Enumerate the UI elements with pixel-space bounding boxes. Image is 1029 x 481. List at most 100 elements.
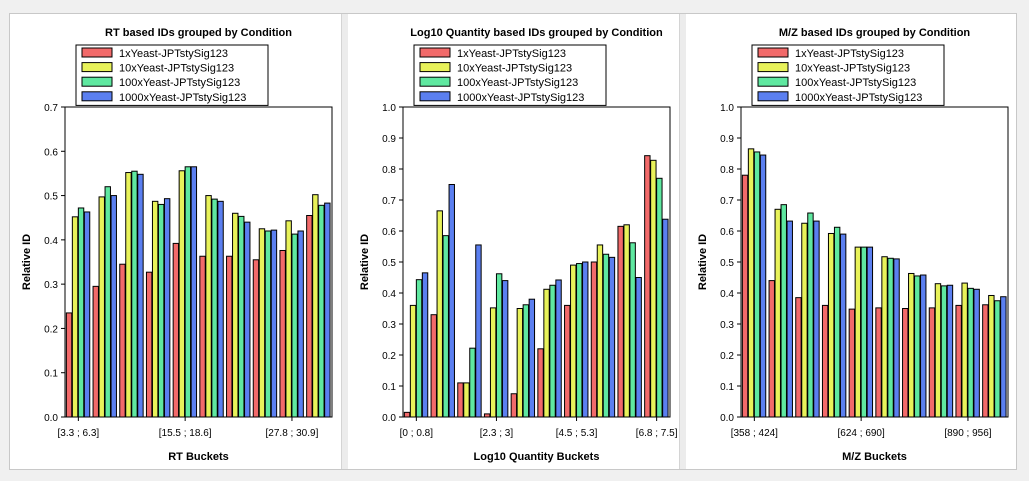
bar <box>104 186 111 418</box>
charts-container: RT based IDs grouped by Condition 0.0 0.1 0… <box>9 13 1017 470</box>
y-axis-label: Relative ID <box>359 234 371 290</box>
bar <box>537 348 544 418</box>
bar <box>644 155 651 418</box>
legend-entry-label: 1000xYeast-JPTstySig123 <box>119 92 246 104</box>
bar <box>934 283 942 418</box>
y-tick-label: 0.5 <box>720 258 734 269</box>
y-tick-label: 0.6 <box>382 227 396 238</box>
legend-entry-label: 1xYeast-JPTstySig123 <box>795 48 904 60</box>
bar <box>875 307 882 418</box>
legend-entry-label: 1000xYeast-JPTstySig123 <box>457 92 584 104</box>
bar <box>774 208 781 418</box>
legend-swatch <box>757 76 789 87</box>
plot-area-border <box>64 106 333 418</box>
bar <box>629 242 636 418</box>
bar <box>172 242 180 418</box>
bar <box>848 308 856 418</box>
bar <box>549 284 556 418</box>
bar <box>199 255 206 418</box>
y-tick-label: 0.6 <box>720 227 734 238</box>
bar <box>285 220 292 418</box>
bar <box>279 249 286 418</box>
bar <box>297 230 304 418</box>
bar <box>988 294 995 418</box>
bar <box>780 204 787 418</box>
mz-chart-svg: M/Z based IDs grouped by Condition 0.0 0.1… <box>697 27 1009 463</box>
bar <box>893 258 900 418</box>
bar <box>442 235 449 418</box>
x-tick-label: [2.3 ; 3] <box>480 428 514 439</box>
x-tick-label: [624 ; 690] <box>838 428 885 439</box>
bar <box>145 271 153 418</box>
x-axis-label: M/Z Buckets <box>842 451 907 463</box>
bar <box>839 233 847 418</box>
legend-swatch <box>419 91 451 102</box>
legend-swatch <box>81 47 113 58</box>
legend-entry-label: 1xYeast-JPTstySig123 <box>119 48 228 60</box>
x-tick-label: [0 ; 0.8] <box>400 428 434 439</box>
bar <box>409 304 417 418</box>
bar <box>403 411 411 418</box>
bar <box>994 300 1001 418</box>
bar <box>768 280 775 418</box>
bar <box>252 259 260 418</box>
chart-title: M/Z based IDs grouped by Condition <box>779 27 971 39</box>
bar <box>318 204 325 418</box>
x-axis-label: RT Buckets <box>168 451 229 463</box>
bar <box>881 256 888 418</box>
bar <box>205 195 212 418</box>
bar <box>807 212 814 418</box>
y-tick-label: 0.7 <box>44 103 58 114</box>
bar <box>522 304 530 418</box>
x-tick-label: [15.5 ; 18.6] <box>159 428 212 439</box>
y-tick-label: 0.1 <box>720 382 734 393</box>
x-tick-label: [27.8 ; 30.9] <box>266 428 319 439</box>
bar <box>501 280 509 418</box>
legend-entry-label: 1xYeast-JPTstySig123 <box>457 48 566 60</box>
bar <box>564 304 571 418</box>
bar <box>415 279 423 418</box>
y-tick-label: 0.8 <box>382 165 396 176</box>
legend-entry-label: 100xYeast-JPTstySig123 <box>457 77 578 89</box>
bar <box>232 212 239 418</box>
y-tick-label: 0.0 <box>44 413 58 424</box>
y-tick-label: 0.7 <box>382 196 396 207</box>
bar <box>602 253 610 418</box>
bar <box>448 184 455 418</box>
y-tick-label: 0.0 <box>382 413 396 424</box>
bar <box>92 285 99 418</box>
bar <box>914 275 921 418</box>
y-tick-label: 0.4 <box>44 236 58 247</box>
bar <box>982 304 989 418</box>
bar <box>119 263 126 418</box>
bar <box>184 166 192 418</box>
y-tick-label: 0.4 <box>382 289 396 300</box>
legend-swatch <box>757 62 789 73</box>
bar <box>623 224 630 418</box>
bar <box>528 298 536 418</box>
legend-swatch <box>419 76 451 87</box>
y-tick-label: 0.4 <box>720 289 734 300</box>
bar <box>955 304 962 418</box>
chart-panel-rt: RT based IDs grouped by Condition 0.0 0.1 0… <box>10 14 340 469</box>
bar <box>741 174 749 418</box>
bar <box>1000 296 1007 418</box>
bar <box>656 177 663 418</box>
bar <box>457 382 464 418</box>
bar <box>65 312 73 418</box>
bar <box>570 264 577 418</box>
bar <box>555 279 562 418</box>
bar <box>495 273 503 418</box>
bar <box>946 284 954 418</box>
bar <box>131 170 138 418</box>
chart-title: RT based IDs grouped by Condition <box>105 27 292 39</box>
x-tick-label: [4.5 ; 5.3] <box>556 428 598 439</box>
y-axis-label: Relative ID <box>697 234 709 290</box>
bar <box>163 198 171 418</box>
y-tick-label: 0.2 <box>720 351 734 362</box>
bar <box>469 347 476 418</box>
bar <box>190 166 198 418</box>
bar <box>920 274 927 418</box>
legend-entry-label: 100xYeast-JPTstySig123 <box>795 77 916 89</box>
bar <box>759 154 767 418</box>
